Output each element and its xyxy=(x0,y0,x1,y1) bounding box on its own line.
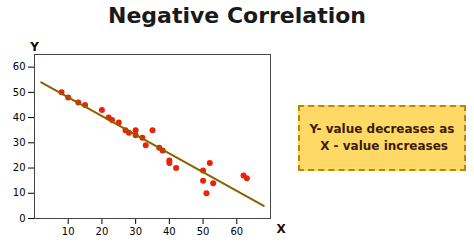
svg-text:Y: Y xyxy=(29,40,39,54)
svg-text:10: 10 xyxy=(62,226,75,237)
svg-text:60: 60 xyxy=(13,61,26,72)
svg-text:30: 30 xyxy=(13,137,26,148)
svg-text:30: 30 xyxy=(129,226,142,237)
svg-text:40: 40 xyxy=(163,226,176,237)
svg-text:50: 50 xyxy=(197,226,210,237)
svg-text:50: 50 xyxy=(13,87,26,98)
svg-text:40: 40 xyxy=(13,112,26,123)
svg-text:X: X xyxy=(277,222,287,236)
html-text:Negative Correlation: Negative Correlation xyxy=(108,3,366,28)
svg-text:60: 60 xyxy=(230,226,243,237)
svg-text:20: 20 xyxy=(96,226,109,237)
svg-text:20: 20 xyxy=(13,162,26,173)
html-text:Y- value decreases as X - valu: Y- value decreases as X - value increase… xyxy=(309,122,455,153)
svg-text:10: 10 xyxy=(13,187,26,198)
svg-text:0: 0 xyxy=(19,213,25,224)
